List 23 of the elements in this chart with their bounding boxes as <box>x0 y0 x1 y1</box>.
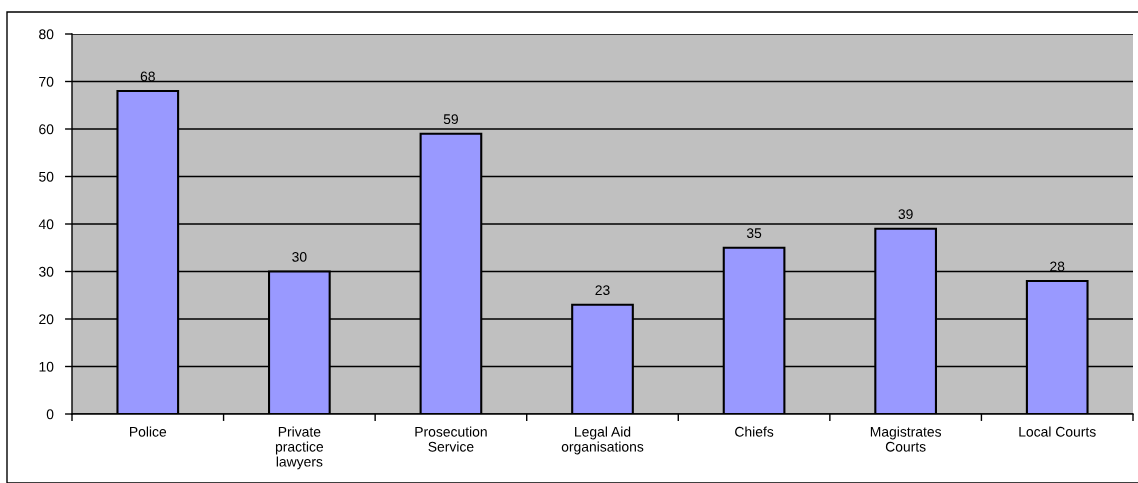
y-tick-label: 70 <box>39 76 54 87</box>
data-label: 39 <box>898 209 913 220</box>
data-label: 28 <box>1050 261 1065 272</box>
y-tick-label: 0 <box>46 409 54 420</box>
data-label: 59 <box>443 114 458 125</box>
y-tick-label: 60 <box>39 124 54 135</box>
y-tick-label: 10 <box>39 361 54 372</box>
x-tick-label: Local Courts <box>1019 426 1096 437</box>
x-tick-label: Prosecution Service <box>415 426 487 452</box>
x-tick-label: Magistrates Courts <box>870 426 942 452</box>
y-tick-label: 40 <box>38 219 54 230</box>
y-tick-label: 50 <box>39 171 54 182</box>
x-tick-label: Chiefs <box>735 426 774 437</box>
x-tick-label: Police <box>130 426 167 437</box>
data-label: 68 <box>140 71 155 82</box>
x-tick-label: Legal Aid organisations <box>561 426 644 455</box>
y-tick-label: 20 <box>39 314 54 325</box>
y-tick-label: 30 <box>39 266 54 277</box>
data-label: 23 <box>595 285 610 296</box>
data-label: 30 <box>292 251 307 262</box>
data-label: 35 <box>746 228 762 239</box>
x-tick-label: Private practice lawyers <box>275 426 324 470</box>
y-tick-label: 80 <box>39 29 54 40</box>
